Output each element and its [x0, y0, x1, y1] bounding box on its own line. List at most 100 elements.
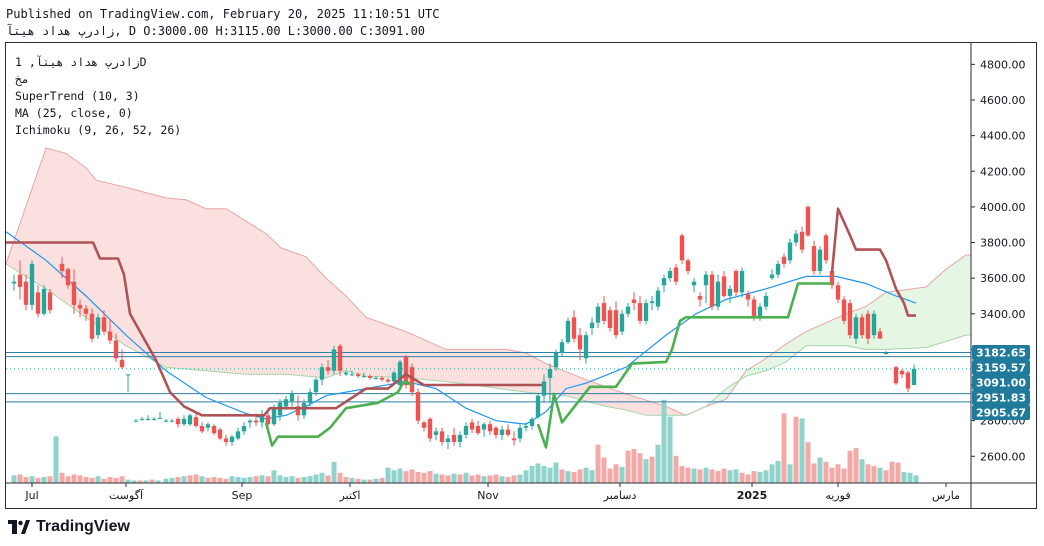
candle-body: [899, 370, 905, 375]
volume-bar: [391, 470, 397, 483]
tradingview-logo[interactable]: TradingView: [8, 518, 130, 536]
candle-body: [289, 393, 295, 402]
candle: [649, 295, 655, 311]
volume-bar: [559, 469, 565, 483]
legend-supertrend[interactable]: SuperTrend (10, 3): [15, 89, 140, 103]
candle-body: [679, 235, 685, 261]
price-label: 2905.67: [972, 404, 1030, 420]
candle-body: [823, 235, 829, 261]
candle-body: [17, 274, 23, 288]
volume-bar: [439, 474, 445, 483]
volume-bar: [763, 470, 769, 483]
moving-average: [6, 231, 917, 425]
volume-bar: [337, 472, 343, 483]
candle-body: [865, 313, 871, 339]
volume-bar: [625, 450, 631, 483]
candle: [421, 420, 427, 432]
volume-bar: [475, 474, 481, 483]
volume-bar: [331, 461, 337, 483]
x-tick-label: اکتبر: [338, 489, 360, 502]
volume-bar: [175, 477, 181, 483]
candle-body: [35, 292, 41, 314]
cloud-bullish: [706, 254, 971, 407]
candle-body: [379, 377, 385, 380]
volume-bar: [463, 472, 469, 483]
legend-ma[interactable]: MA (25, close, 0): [15, 106, 133, 120]
candle-body: [619, 313, 625, 332]
candle-body: [247, 420, 253, 423]
volume-bar: [313, 474, 319, 483]
x-tick-label: فوریه: [825, 489, 850, 502]
candle: [655, 287, 661, 311]
price-label-bg: [972, 374, 1030, 390]
volume-bar: [529, 466, 535, 483]
volume-bar: [319, 472, 325, 483]
volume-bar: [643, 459, 649, 483]
volume-bar: [781, 413, 787, 483]
candle: [859, 313, 865, 339]
time-axis[interactable]: Jul آگوست Sep اکتبر Nov دسامبر 2025 فوریه مارس: [24, 483, 960, 502]
volume-bar: [433, 473, 439, 483]
published-header: Published on TradingView.com, February 2…: [6, 7, 440, 21]
candle-body: [343, 372, 349, 375]
candle-body: [47, 292, 53, 311]
candle: [607, 306, 613, 332]
candle-body: [643, 303, 649, 321]
x-tick-label: آگوست: [109, 488, 144, 502]
price-label-bg: [972, 404, 1030, 420]
volume-bar: [703, 467, 709, 483]
candle-body: [385, 379, 391, 382]
candle: [817, 246, 823, 275]
candle-body: [493, 427, 499, 435]
candle-body: [565, 320, 571, 343]
candle: [709, 271, 715, 311]
candle: [235, 427, 241, 441]
candle-body: [325, 367, 331, 371]
candle-body: [715, 281, 721, 307]
candle-body: [391, 372, 397, 382]
candle-body: [859, 317, 865, 336]
candle-body: [125, 374, 131, 376]
candle-body: [331, 349, 337, 371]
price-labels: 3182.65 3159.57 3091.00 2951.83 2905.67: [972, 344, 1030, 420]
volume-bar: [205, 477, 211, 483]
volume-bar: [511, 475, 517, 483]
supertrend: [6, 207, 916, 449]
volume-bar: [883, 470, 889, 483]
candle-body: [193, 417, 199, 426]
volume-bar: [817, 457, 823, 483]
candle-body: [535, 395, 541, 418]
candle: [673, 263, 679, 286]
candle: [107, 319, 113, 345]
x-tick-label: Jul: [24, 489, 38, 502]
candle-body: [373, 377, 379, 379]
volume-bar: [655, 444, 661, 483]
candle-body: [625, 306, 631, 314]
candle: [553, 349, 559, 371]
volume-bar: [685, 467, 691, 483]
y-tick-label: 3600.00: [980, 272, 1026, 285]
plot-area[interactable]: [6, 147, 981, 483]
candle: [17, 260, 23, 300]
candle-body: [853, 317, 859, 339]
volume-bar: [835, 464, 841, 483]
candle-body: [463, 425, 469, 435]
candle: [799, 226, 805, 254]
candle-body: [319, 367, 325, 380]
legend-ichimoku[interactable]: Ichimoku (9, 26, 52, 26): [15, 123, 182, 137]
candle: [661, 274, 667, 293]
volume-bar: [89, 477, 95, 483]
chart[interactable]: 4800.00 4600.00 4400.00 4200.00 4000.00 3800.…: [6, 43, 1036, 508]
candle: [625, 303, 631, 318]
candle: [125, 374, 131, 393]
candle-body: [439, 431, 445, 443]
legend-symbol: زادرپ هداد هیتآ, 1D: [15, 55, 147, 69]
candle-body: [905, 372, 911, 389]
candle: [83, 304, 89, 321]
candle: [23, 274, 29, 311]
horizontal-lines: [6, 351, 971, 403]
volume-bar: [59, 472, 65, 483]
candle-body: [751, 299, 757, 318]
candle-body: [83, 308, 89, 314]
candle: [541, 374, 547, 403]
